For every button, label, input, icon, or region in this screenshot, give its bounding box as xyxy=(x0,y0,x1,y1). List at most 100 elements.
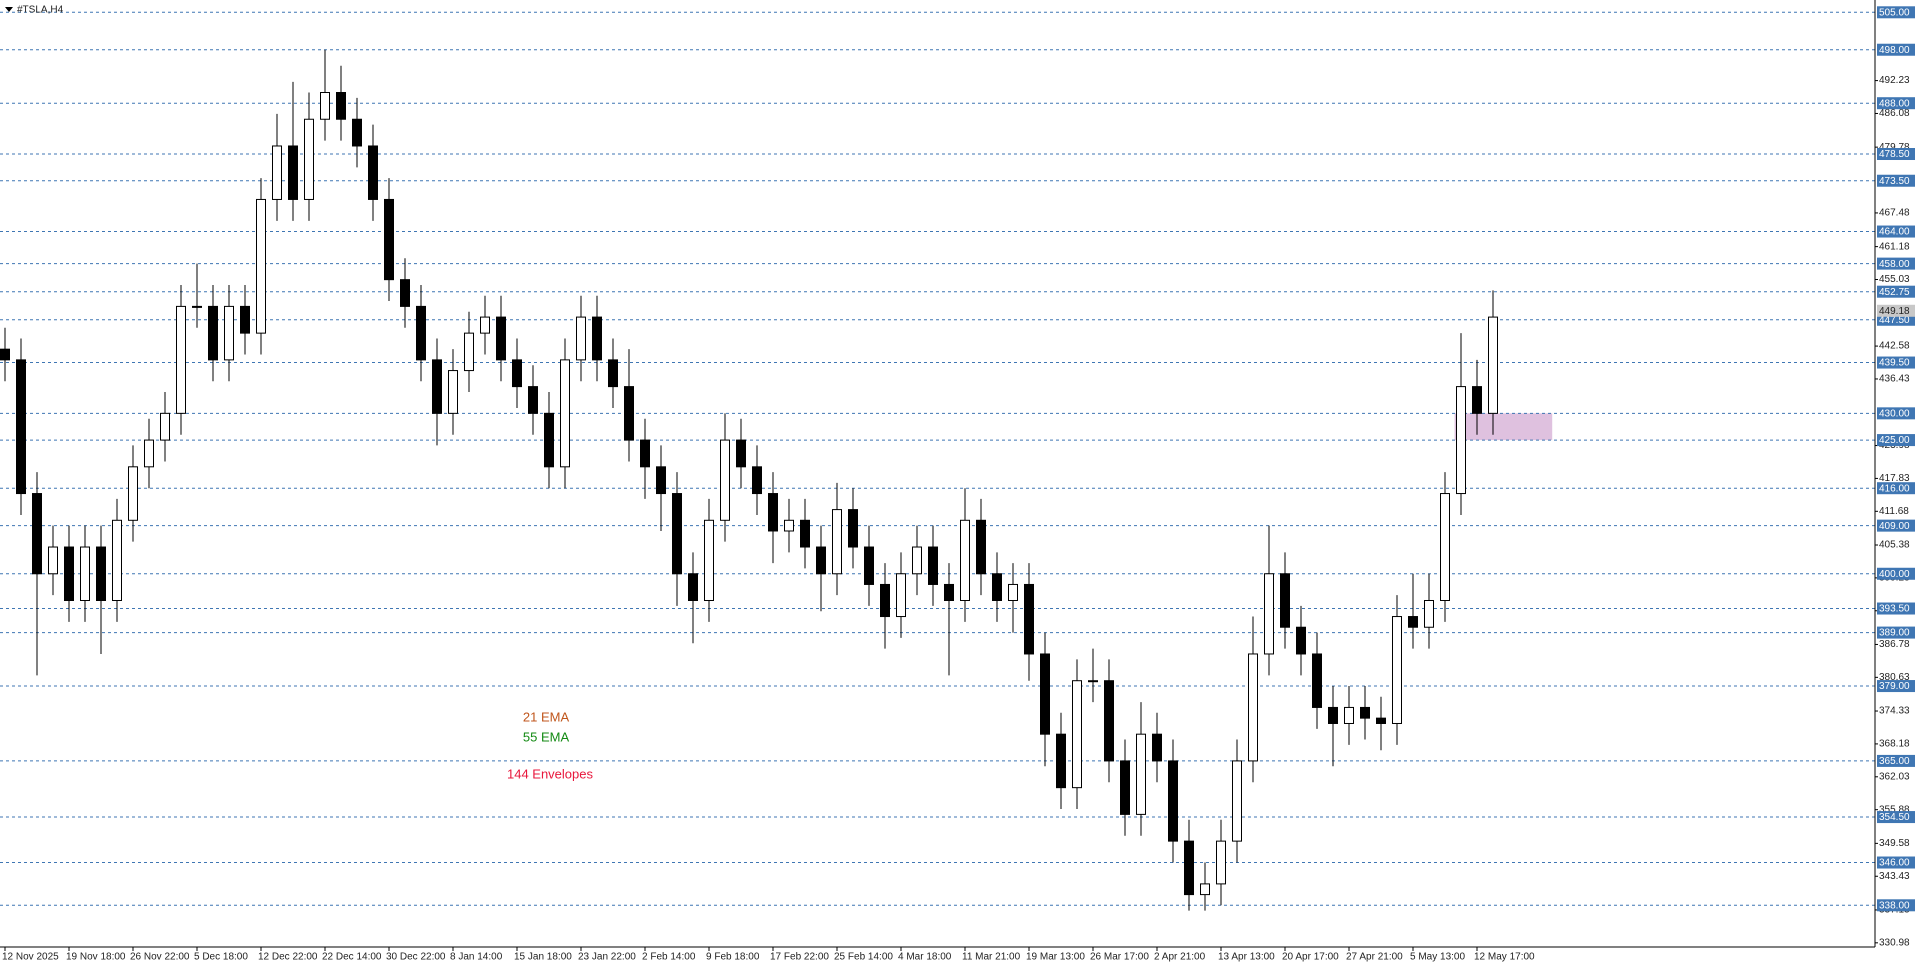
level-label: 346.00 xyxy=(1879,858,1910,869)
candle-body xyxy=(1392,616,1402,724)
level-label: 416.00 xyxy=(1879,483,1910,494)
y-tick-label: 436.43 xyxy=(1879,374,1910,385)
candle-body xyxy=(640,439,650,468)
level-label: 393.50 xyxy=(1879,604,1910,615)
candle-body xyxy=(112,519,122,601)
level-label-box xyxy=(1877,811,1915,824)
y-tick-label: 411.68 xyxy=(1879,506,1909,517)
candles-layer xyxy=(0,49,1498,911)
level-label: 354.50 xyxy=(1879,812,1910,823)
candle-body xyxy=(144,439,154,468)
x-tick-label: 26 Nov 22:00 xyxy=(130,952,190,963)
candle-body xyxy=(608,359,618,388)
x-tick-label: 5 Dec 18:00 xyxy=(194,952,248,963)
candle-body xyxy=(1408,616,1418,628)
level-label-box xyxy=(1877,148,1915,161)
candle-body xyxy=(1264,573,1274,655)
candle-body xyxy=(752,466,762,495)
candle-body xyxy=(720,439,730,521)
candle-body xyxy=(1088,680,1098,683)
candle-body xyxy=(512,359,522,388)
x-tick-label: 5 May 13:00 xyxy=(1410,952,1465,963)
candle-body xyxy=(416,305,426,361)
level-label: 425.00 xyxy=(1879,435,1910,446)
candle-body xyxy=(1360,706,1370,719)
current-price-label: 449.18 xyxy=(1879,306,1910,317)
candle-body xyxy=(336,92,346,120)
level-label-box xyxy=(1877,602,1915,615)
y-tick-label: 355.88 xyxy=(1879,804,1910,815)
candle-body xyxy=(736,439,746,468)
candle-body xyxy=(16,359,26,495)
level-label-box xyxy=(1877,899,1915,912)
candle-body xyxy=(576,316,586,361)
level-label-box xyxy=(1877,856,1915,869)
legend-entry: 21 EMA xyxy=(523,709,570,724)
y-tick-label: 417.83 xyxy=(1879,473,1910,484)
x-tick-label: 13 Apr 13:00 xyxy=(1218,952,1275,963)
levels-layer xyxy=(0,11,1875,906)
candle-body xyxy=(656,466,666,495)
candle-body xyxy=(672,493,682,575)
candle-body xyxy=(1152,733,1162,762)
level-label: 409.00 xyxy=(1879,521,1910,532)
level-label-box xyxy=(1877,680,1915,693)
candle-body xyxy=(864,546,874,585)
candle-body xyxy=(896,573,906,618)
menu-triangle xyxy=(5,7,13,12)
x-tick-label: 8 Jan 14:00 xyxy=(450,952,503,963)
level-label-box xyxy=(1877,356,1915,369)
y-tick-label: 343.43 xyxy=(1879,871,1910,882)
candle-body xyxy=(224,305,234,361)
candle-body xyxy=(1248,653,1258,762)
candle-body xyxy=(80,546,90,601)
candle-body xyxy=(1488,316,1498,414)
candle-body xyxy=(1376,717,1386,724)
candle-body xyxy=(688,573,698,601)
y-tick-label: 374.33 xyxy=(1879,706,1910,717)
candle-body xyxy=(1104,680,1114,762)
candle-body xyxy=(1344,706,1354,724)
y-tick-label: 455.03 xyxy=(1879,274,1910,285)
candle-body xyxy=(48,546,58,575)
x-tick-label: 2 Apr 21:00 xyxy=(1154,952,1206,963)
candle-body xyxy=(400,279,410,307)
y-tick-label: 330.98 xyxy=(1879,937,1910,948)
level-label: 430.00 xyxy=(1879,408,1910,419)
candle-body xyxy=(64,546,74,601)
candle-body xyxy=(624,386,634,441)
x-tick-label: 19 Mar 13:00 xyxy=(1026,952,1085,963)
zone xyxy=(1454,413,1553,441)
candle-body xyxy=(1008,583,1018,601)
candle-body xyxy=(96,546,106,601)
y-tick-label: 368.18 xyxy=(1879,739,1910,750)
y-tick-label: 386.78 xyxy=(1879,639,1910,650)
level-label: 447.50 xyxy=(1879,315,1910,326)
x-tick-label: 12 Nov 2025 xyxy=(2,952,59,963)
level-label-box xyxy=(1877,257,1915,270)
level-label-box xyxy=(1877,482,1915,495)
y-tick-label: 405.38 xyxy=(1879,540,1910,551)
candle-body xyxy=(0,348,10,361)
y-tick-label: 486.08 xyxy=(1879,108,1910,119)
x-tick-label: 19 Nov 18:00 xyxy=(66,952,126,963)
level-label-box xyxy=(1877,225,1915,238)
candle-body xyxy=(1312,653,1322,708)
candle-body xyxy=(848,509,858,548)
candle-body xyxy=(272,145,282,200)
candle-body xyxy=(1072,680,1082,789)
candle-body xyxy=(1168,760,1178,842)
candle-body xyxy=(1456,386,1466,495)
candle-body xyxy=(1424,599,1434,628)
legend-entry: 55 EMA xyxy=(523,729,570,744)
level-label-box xyxy=(1877,567,1915,580)
level-label: 505.00 xyxy=(1879,7,1910,18)
candle-body xyxy=(464,332,474,372)
candle-body xyxy=(544,412,554,468)
x-tick-label: 25 Feb 14:00 xyxy=(834,952,893,963)
candle-body xyxy=(944,583,954,601)
